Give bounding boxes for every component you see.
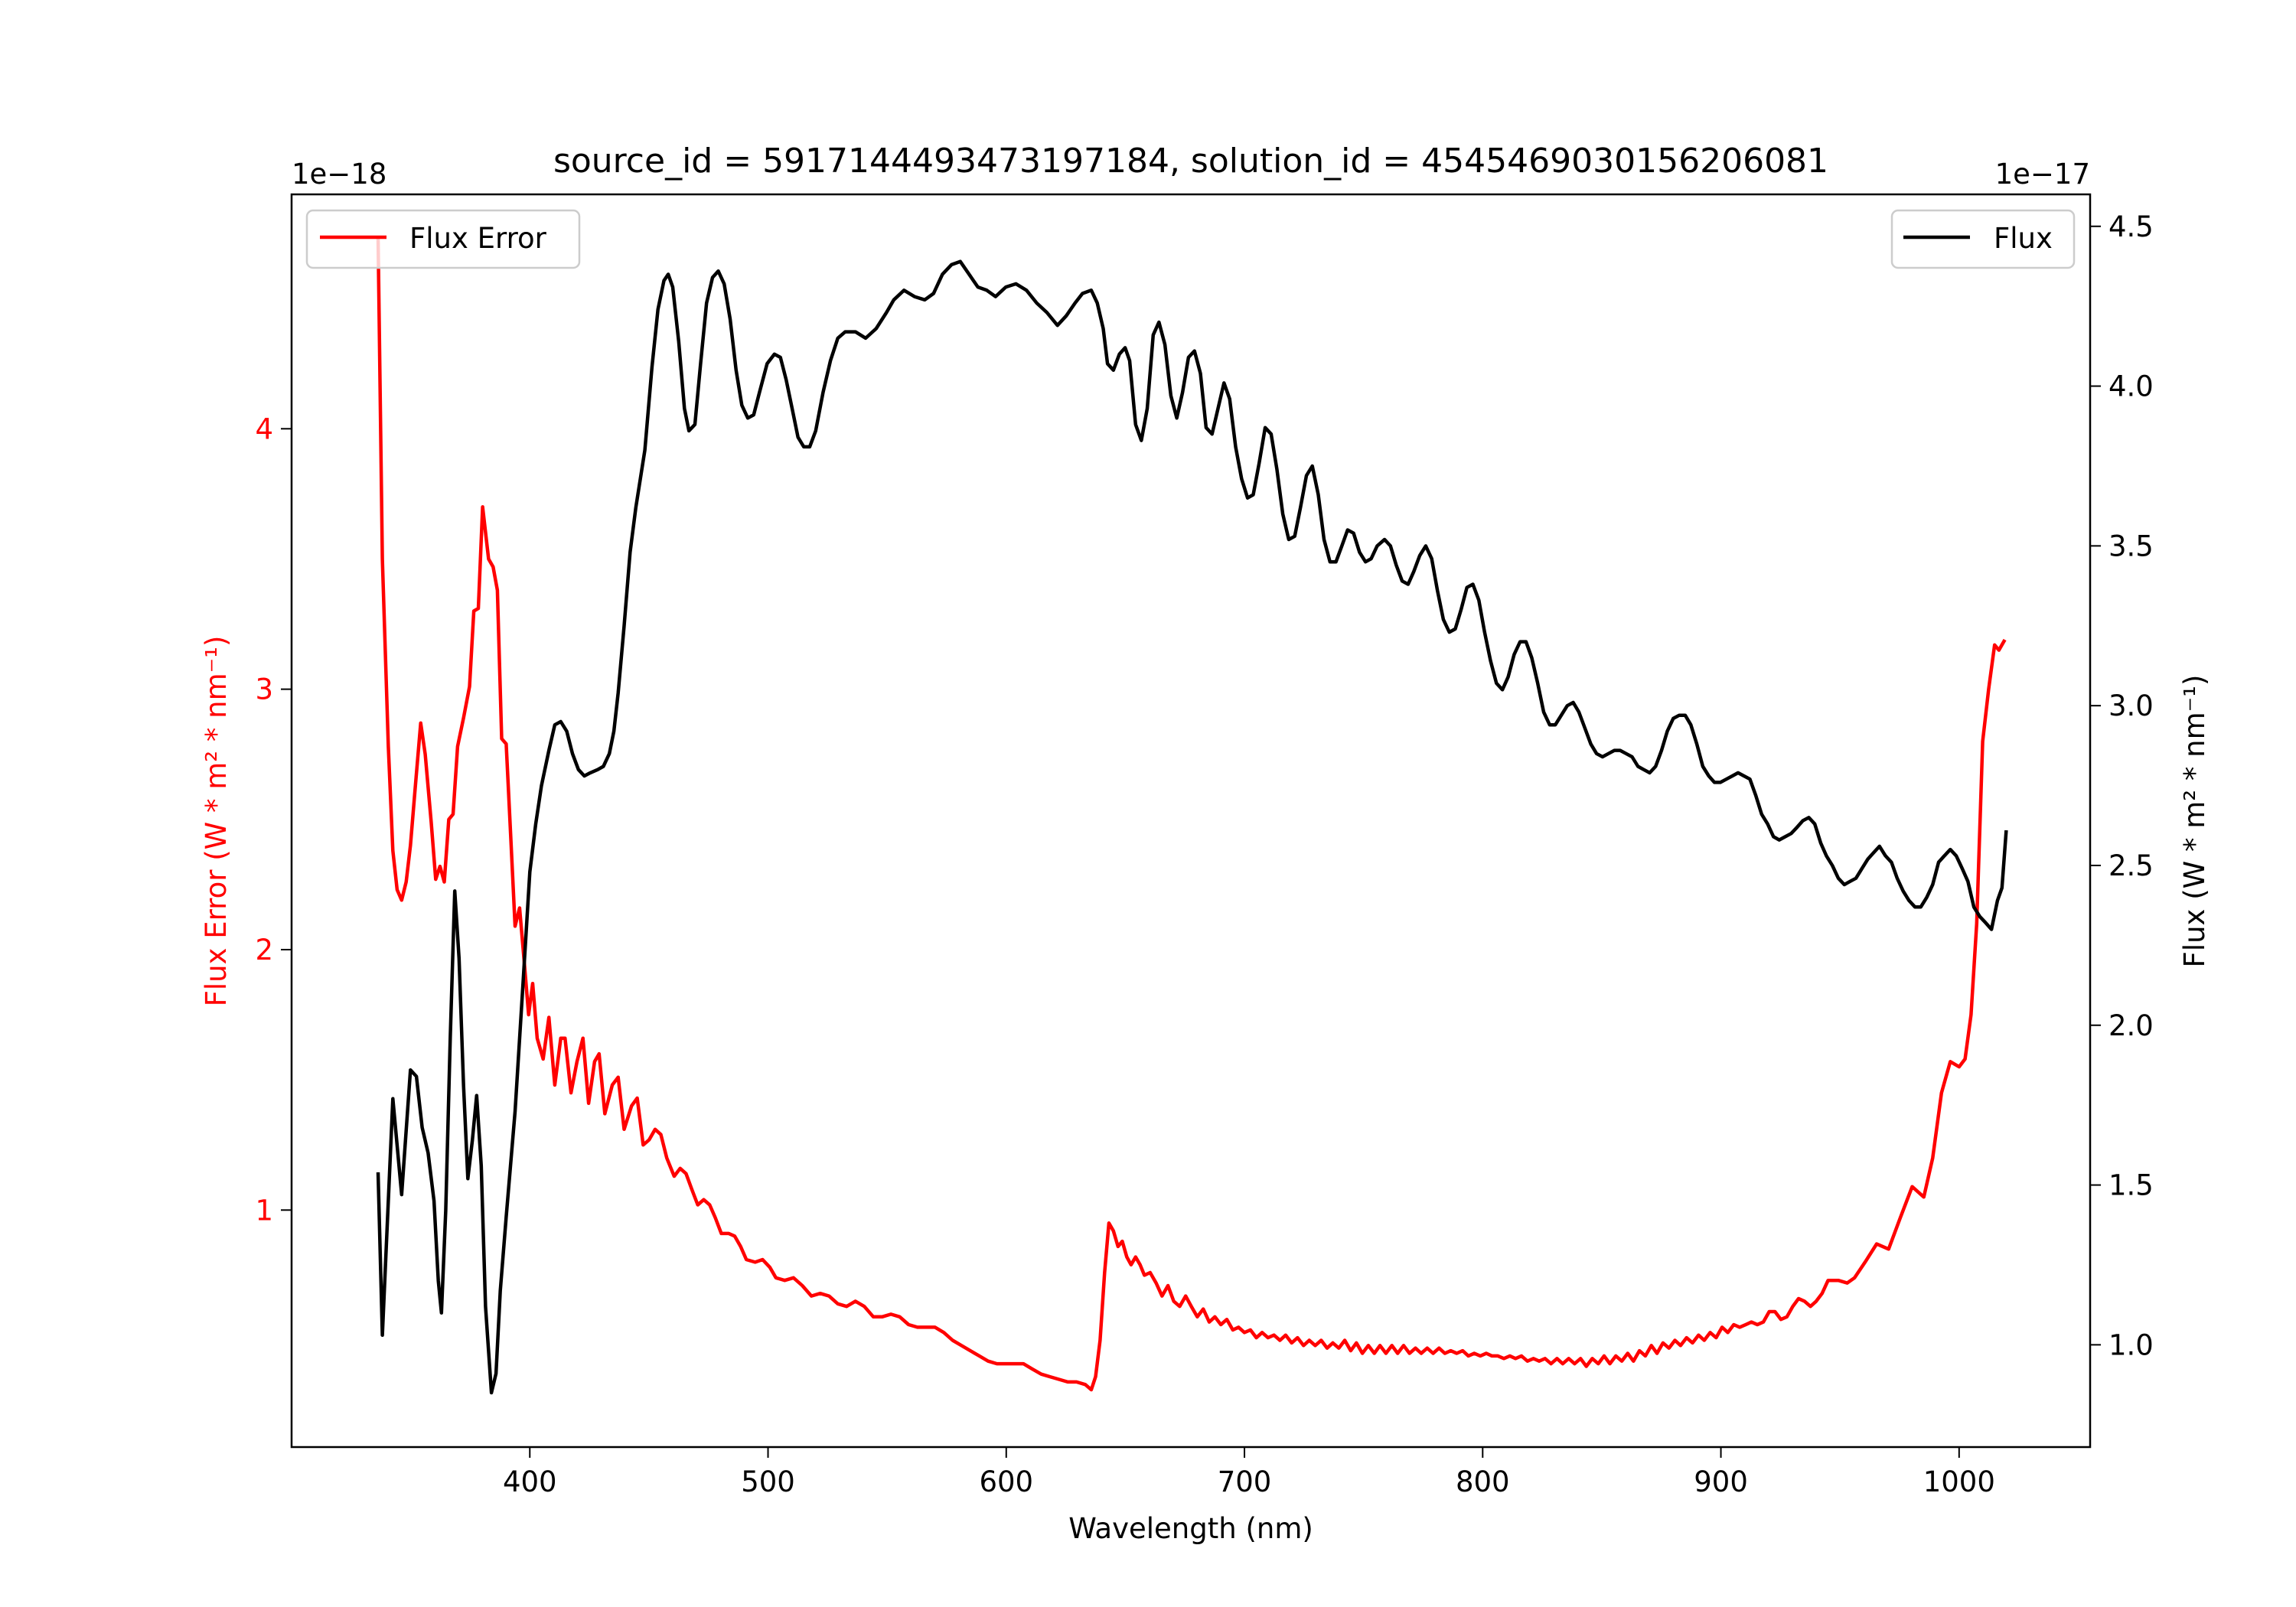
right-offset-text: 1e−17 [1995,158,2090,191]
legend-box [1890,209,2076,269]
x-tick-label: 400 [503,1465,557,1498]
left-y-tick-label: 1 [255,1194,273,1227]
legend-flux-error: Flux Error [305,209,581,269]
x-tick-label: 900 [1694,1465,1748,1498]
right-y-tick-label: 3.5 [2108,530,2154,562]
left-y-tick-label: 4 [255,412,273,445]
right-y-axis: 1.0 1.5 2.0 2.5 3.0 3.5 4.0 4.5 [2090,210,2154,1361]
x-tick-label: 1000 [1923,1465,1995,1498]
legend-label-flux-error: Flux Error [409,222,547,255]
right-y-tick-label: 1.5 [2108,1169,2154,1202]
right-y-tick-label: 2.0 [2108,1009,2154,1042]
x-axis: 400 500 600 700 800 900 1000 [503,1447,1995,1498]
right-y-tick-label: 4.0 [2108,370,2154,403]
flux-error-line [376,236,2007,1392]
right-y-tick-label: 1.0 [2108,1328,2154,1361]
left-y-tick-label: 3 [255,673,273,706]
x-tick-label: 600 [979,1465,1033,1498]
x-tick-label: 700 [1218,1465,1272,1498]
legend-label-flux: Flux [1994,222,2053,255]
left-y-axis-label: Flux Error (W * m² * nm⁻¹) [200,636,233,1007]
right-y-tick-label: 3.0 [2108,689,2154,722]
x-axis-label: Wavelength (nm) [1068,1512,1313,1545]
chart-title: source_id = 5917144493473197184, solutio… [553,142,1828,181]
x-tick-label: 500 [741,1465,795,1498]
right-y-tick-label: 2.5 [2108,849,2154,882]
legend-flux: Flux [1890,209,2076,269]
right-y-tick-label: 4.5 [2108,210,2154,243]
x-tick-label: 800 [1456,1465,1510,1498]
flux-line [376,259,2008,1395]
left-offset-text: 1e−18 [292,158,386,191]
axes-frame [290,193,2092,1449]
legend-box [305,209,581,269]
left-y-tick-label: 2 [255,934,273,966]
left-y-axis: 1 2 3 4 [255,412,292,1227]
plot-lines [376,236,2008,1395]
right-y-axis-label: Flux (W * m² * nm⁻¹) [2178,675,2211,968]
